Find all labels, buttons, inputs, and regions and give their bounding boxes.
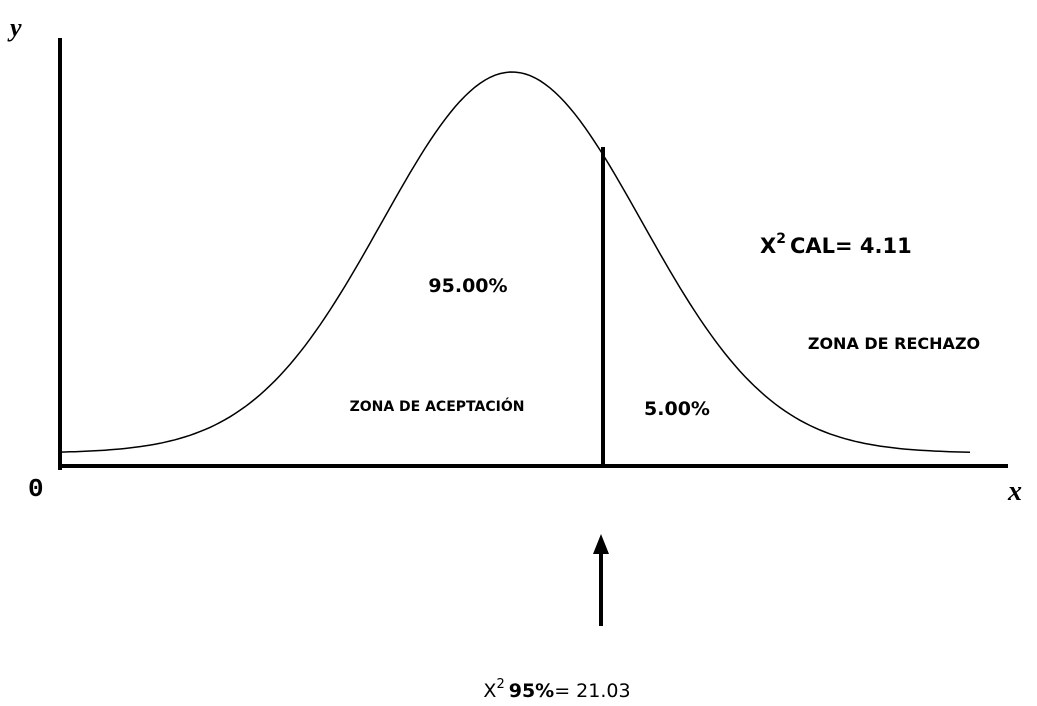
arrow-head	[593, 534, 609, 554]
calculated-value: X2 CAL= 4.11	[760, 231, 912, 258]
rejection-percent: 5.00%	[644, 398, 710, 420]
value: CAL= 4.11	[790, 234, 912, 258]
acceptance-percent: 95.00%	[428, 275, 507, 297]
rejection-label: ZONA DE RECHAZO	[808, 334, 980, 353]
critical-value: X2 95%= 21.03	[483, 677, 630, 702]
origin-label: 0	[28, 474, 44, 504]
symbol: X	[483, 680, 496, 702]
superscript: 2	[776, 231, 786, 247]
value: = 21.03	[554, 680, 630, 702]
symbol: X	[760, 234, 776, 258]
superscript: 2	[496, 677, 504, 692]
confidence: 95%	[509, 680, 554, 702]
x-label: x	[1007, 476, 1022, 507]
y-label: y	[7, 13, 22, 42]
bell-curve	[59, 71, 971, 453]
acceptance-label: ZONA DE ACEPTACIÓN	[350, 397, 525, 415]
